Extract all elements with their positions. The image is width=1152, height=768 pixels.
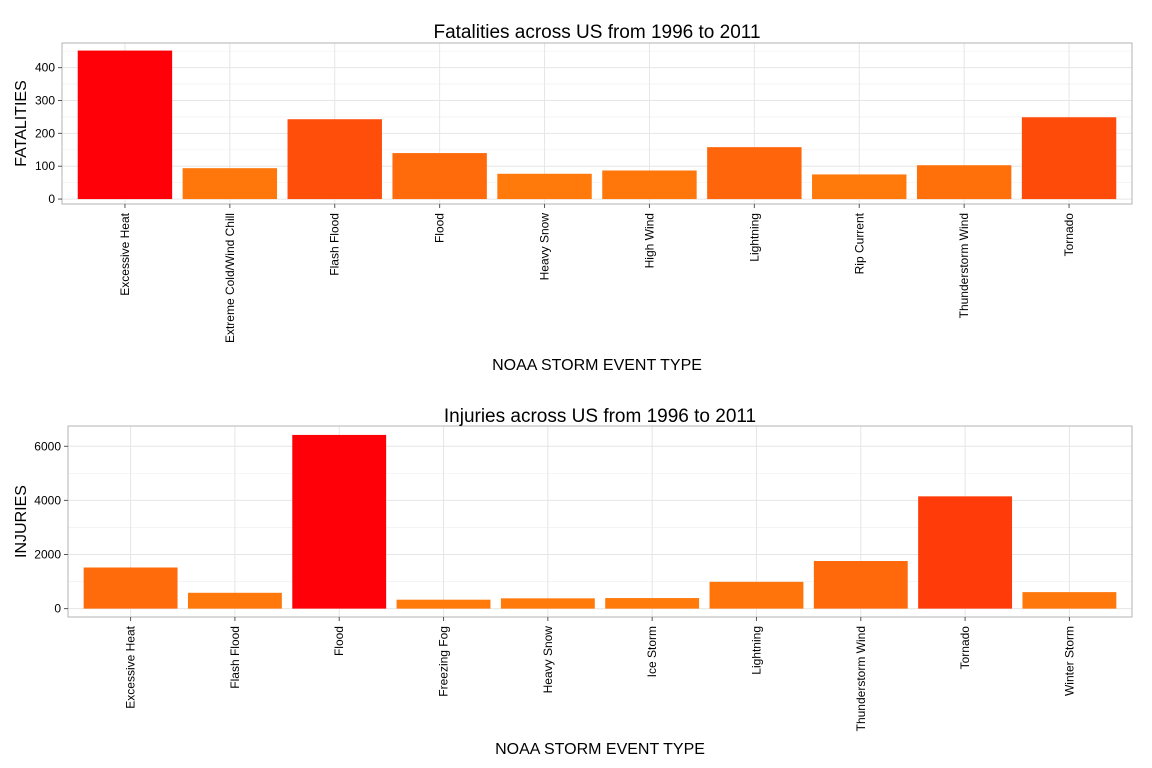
x-tick-label-tornado: Tornado xyxy=(958,626,972,670)
bar-heavy-snow xyxy=(497,173,592,200)
x-tick-label-excessive-heat: Excessive Heat xyxy=(124,625,138,708)
x-tick-label-freezing-fog: Freezing Fog xyxy=(437,626,451,697)
x-tick-label-flash-flood: Flash Flood xyxy=(328,213,342,276)
x-axis-title: NOAA STORM EVENT TYPE xyxy=(492,357,702,374)
x-tick-label-heavy-snow: Heavy Snow xyxy=(541,626,555,694)
chart-title: Fatalities across US from 1996 to 2011 xyxy=(433,22,760,43)
x-tick-label-excessive-heat: Excessive Heat xyxy=(118,212,132,295)
bar-winter-storm xyxy=(1022,592,1117,609)
y-tick-label: 0 xyxy=(54,602,61,616)
bar-tornado xyxy=(1021,117,1117,200)
bar-flash-flood xyxy=(287,119,382,200)
x-tick-label-tornado: Tornado xyxy=(1062,213,1076,257)
x-tick-label-ice-storm: Ice Storm xyxy=(645,626,659,677)
fatalities-chart: 0 100 200 300 400 Excessive Heat Extreme Cold/… xyxy=(13,22,1133,374)
bar-ice-storm xyxy=(605,598,700,609)
x-tick-label-flood: Flood xyxy=(433,213,447,243)
x-tick-label-flood: Flood xyxy=(332,626,346,656)
bar-thunderstorm-wind xyxy=(813,560,908,609)
bar-excessive-heat xyxy=(83,567,178,609)
bar-excessive-heat xyxy=(77,50,173,200)
bar-flash-flood xyxy=(187,592,282,609)
x-tick-label-lightning: Lightning xyxy=(747,213,761,262)
x-tick-label-heavy-snow: Heavy Snow xyxy=(538,213,552,281)
bar-rip-current xyxy=(812,174,907,200)
bar-heavy-snow xyxy=(500,598,595,609)
panel-border xyxy=(67,425,1133,618)
y-axis-title: FATALITIES xyxy=(13,80,30,167)
x-tick-label-lightning: Lightning xyxy=(749,626,763,675)
bar-tornado xyxy=(918,496,1013,609)
y-tick-label: 4000 xyxy=(34,493,61,507)
injuries-chart: 0 2000 4000 6000 Excessive Heat Flash Flood Fl… xyxy=(13,406,1133,758)
x-tick-label-rip-current: Rip Current xyxy=(852,212,866,274)
y-tick-label: 0 xyxy=(48,192,55,206)
y-tick-label: 6000 xyxy=(34,439,61,453)
bar-flood xyxy=(292,434,387,609)
y-tick-label: 100 xyxy=(35,159,55,173)
y-axis-title: INJURIES xyxy=(13,485,30,558)
y-tick-label: 300 xyxy=(35,94,55,108)
y-tick-label: 200 xyxy=(35,126,55,140)
y-tick-label: 2000 xyxy=(34,548,61,562)
bar-high-wind xyxy=(602,170,697,200)
bar-lightning xyxy=(709,581,804,609)
x-tick-label-winter-storm: Winter Storm xyxy=(1062,626,1076,696)
x-tick-label-extreme-cold-wind-chill: Extreme Cold/Wind Chill xyxy=(223,213,237,343)
bar-extreme-cold-wind-chill xyxy=(182,168,278,200)
x-tick-label-thunderstorm-wind: Thunderstorm Wind xyxy=(854,626,868,731)
bar-flood xyxy=(392,153,487,200)
x-tick-label-flash-flood: Flash Flood xyxy=(228,626,242,689)
bar-freezing-fog xyxy=(396,599,491,609)
chart-title: Injuries across US from 1996 to 2011 xyxy=(444,406,756,427)
x-tick-label-thunderstorm-wind: Thunderstorm Wind xyxy=(957,213,971,318)
x-axis-title: NOAA STORM EVENT TYPE xyxy=(495,741,705,758)
bar-thunderstorm-wind xyxy=(916,165,1012,200)
y-tick-label: 400 xyxy=(35,61,55,75)
bar-lightning xyxy=(707,147,802,200)
x-tick-label-high-wind: High Wind xyxy=(642,213,656,268)
panel-border xyxy=(61,42,1133,205)
